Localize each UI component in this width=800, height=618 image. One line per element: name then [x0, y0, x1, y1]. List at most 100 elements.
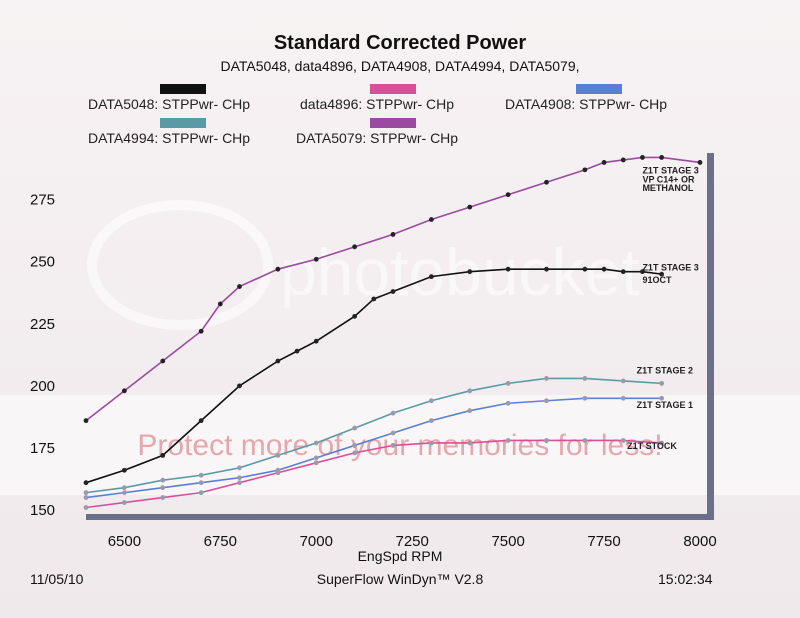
data-point: [659, 395, 665, 401]
y-tick-label: 200: [30, 378, 55, 395]
data-point: [294, 348, 300, 354]
data-point: [697, 160, 703, 165]
series-line: [85, 397, 662, 499]
data-point: [83, 490, 89, 496]
data-point: [275, 266, 281, 272]
data-point: [160, 452, 166, 458]
legend-label-data4994: DATA4994: STPPwr- CHp: [88, 130, 251, 146]
data-point: [313, 460, 319, 466]
annotation-label: Z1T STAGE 3: [642, 166, 698, 176]
data-point: [121, 490, 127, 496]
data-point: [121, 467, 127, 473]
data-point: [659, 380, 665, 386]
data-point: [83, 505, 89, 510]
data-point: [198, 490, 204, 496]
data-point: [160, 495, 166, 500]
data-point: [275, 358, 281, 364]
data-point: [390, 443, 396, 448]
legend-swatch-data5048: [160, 84, 206, 94]
data-point: [620, 395, 626, 401]
data-point: [505, 438, 511, 443]
data-point: [582, 376, 588, 381]
y-tick-label: 150: [30, 502, 55, 519]
data-point: [505, 266, 511, 272]
data-point: [237, 480, 242, 486]
data-point: [505, 380, 511, 386]
x-tick-label: 7750: [587, 533, 620, 550]
data-point: [313, 440, 319, 446]
data-point: [198, 472, 204, 478]
data-point: [467, 204, 473, 210]
data-point: [467, 408, 473, 414]
x-tick-label: 7500: [491, 533, 524, 550]
data-point: [505, 192, 511, 198]
x-tick-label: 7250: [396, 533, 429, 550]
data-point: [428, 418, 434, 424]
x-tick-label: 8000: [683, 533, 716, 550]
x-tick-label: 6750: [204, 533, 237, 550]
data-point: [237, 383, 242, 389]
annotation-label: VP C14+ OR: [642, 174, 695, 184]
data-point: [640, 269, 645, 275]
data-point: [659, 155, 665, 160]
series-line: [85, 377, 662, 494]
data-point: [83, 480, 89, 486]
data-point: [237, 475, 242, 481]
data-point: [352, 450, 358, 456]
data-point: [275, 470, 281, 476]
series-data4994: [83, 376, 665, 496]
data-point: [160, 358, 166, 364]
footer-date: 11/05/10: [30, 571, 84, 587]
watermark: photobucket Protect more of your memorie…: [0, 200, 800, 495]
series-line: [85, 439, 662, 509]
y-tick-label: 225: [30, 316, 55, 333]
data-point: [544, 179, 549, 185]
data-point: [620, 378, 626, 384]
data-point: [160, 477, 166, 483]
data-point: [601, 266, 607, 272]
data-point: [390, 232, 396, 237]
data-point: [620, 438, 626, 443]
data-point: [160, 485, 166, 491]
data-point: [582, 266, 588, 272]
data-point: [121, 388, 127, 394]
series-data5048: [83, 266, 665, 486]
data-point: [275, 452, 281, 458]
data-point: [544, 266, 549, 272]
x-tick-label: 6500: [108, 533, 141, 550]
data-point: [659, 271, 665, 277]
data-point: [313, 338, 319, 344]
watermark-brand: photobucket: [280, 235, 640, 309]
data-point: [582, 438, 588, 443]
series-line: [85, 268, 662, 484]
y-axis: 150 175 200 225 250 275: [30, 192, 55, 519]
data-point: [467, 269, 473, 275]
data-point: [198, 480, 204, 486]
y-tick-label: 275: [30, 192, 55, 209]
chart-title: Standard Corrected Power: [273, 32, 527, 54]
series-data5079: [83, 155, 703, 424]
y-tick-label: 250: [30, 254, 55, 271]
data-point: [544, 376, 549, 381]
data-point: [659, 440, 665, 446]
data-point: [371, 296, 377, 302]
footer-time: 15:02:34: [658, 571, 713, 587]
watermark-logo: [87, 200, 273, 330]
data-point: [582, 395, 588, 401]
data-point: [620, 269, 626, 275]
data-point: [467, 440, 473, 446]
series-line: [85, 156, 701, 422]
data-point: [390, 410, 396, 416]
data-point: [544, 438, 549, 443]
data-point: [601, 160, 607, 165]
legend-label-data5079: DATA5079: STPPwr- CHp: [296, 130, 459, 146]
series-layer: [83, 155, 703, 510]
data-point: [313, 256, 319, 262]
data-point: [428, 440, 434, 446]
data-point: [121, 485, 127, 491]
data-point: [352, 425, 358, 431]
data-point: [582, 167, 588, 173]
